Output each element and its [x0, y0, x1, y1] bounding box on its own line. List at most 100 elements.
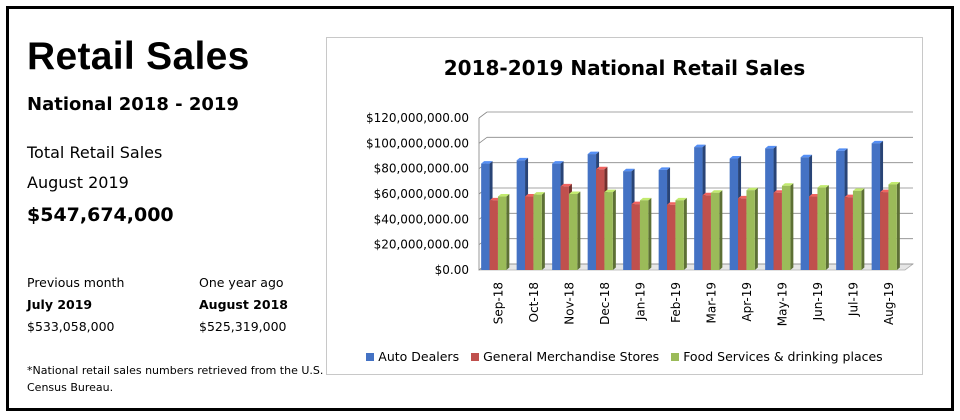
previous-month-value: $533,058,000	[27, 319, 115, 334]
legend-swatch	[471, 352, 480, 361]
bar-top	[765, 145, 777, 149]
bar-top	[560, 183, 572, 187]
bar-auto-dealers-may-19	[765, 148, 774, 270]
year-ago-label: One year ago	[199, 275, 284, 290]
y-tick-label: $20,000,000.00	[374, 238, 469, 252]
bar-top	[694, 144, 706, 148]
legend-label: Food Services & drinking places	[683, 349, 883, 364]
legend-item: Food Services & drinking places	[671, 349, 883, 364]
bar-auto-dealers-jun-19	[800, 157, 810, 270]
total-sales-value: $547,674,000	[27, 204, 174, 226]
x-tick-label: Oct-18	[527, 282, 541, 322]
bar-auto-dealers-aug-19	[871, 143, 881, 270]
bar-chart: $0.00 $20,000,000.00 $40,000,000.00 $60,000…	[366, 111, 915, 326]
bar-top	[871, 140, 884, 144]
legend-item: General Merchandise Stores	[471, 349, 659, 364]
bar-top	[497, 194, 510, 197]
x-tick-label: Jul-19	[846, 282, 860, 317]
bar-top	[639, 197, 652, 201]
bar-side	[577, 191, 581, 270]
bar-food-services-drinking-places-jan-19	[639, 200, 649, 270]
x-tick-label: Jun-19	[811, 282, 825, 321]
bar-general-merchandise-stores-aug-19	[880, 192, 889, 270]
bar-top	[596, 166, 608, 170]
x-tick-label: Aug-19	[882, 282, 896, 325]
bar-top	[623, 168, 635, 172]
x-tick-label: Jan-19	[633, 282, 647, 321]
bar-general-merchandise-stores-nov-18	[560, 186, 569, 270]
bar-auto-dealers-dec-18	[587, 154, 597, 270]
bar-side	[541, 192, 545, 270]
bar-auto-dealers-sep-18	[481, 163, 490, 270]
gridline-diagonal	[478, 137, 488, 144]
y-tick-label: $60,000,000.00	[374, 187, 469, 201]
bar-auto-dealers-apr-19	[729, 158, 739, 270]
bar-general-merchandise-stores-jan-19	[631, 204, 640, 270]
total-sales-label: Total Retail Sales	[27, 143, 163, 162]
year-ago-block: One year ago August 2018 $525,319,000	[199, 272, 288, 338]
bar-food-services-drinking-places-aug-19	[888, 184, 897, 270]
y-tick-label: $80,000,000.00	[374, 162, 469, 176]
chart-container: 2018-2019 National Retail Sales $0.00 $20…	[326, 37, 923, 375]
page-title: Retail Sales	[27, 35, 250, 78]
bars-layer	[481, 140, 900, 270]
bar-general-merchandise-stores-apr-19	[738, 198, 747, 270]
gridline-diagonal	[478, 111, 488, 119]
previous-month-block: Previous month July 2019 $533,058,000	[27, 272, 124, 338]
bar-top	[852, 188, 865, 191]
bar-top	[675, 197, 687, 201]
legend-swatch	[366, 352, 375, 361]
bar-top	[533, 192, 545, 195]
y-tick-label: $40,000,000.00	[374, 212, 469, 226]
bar-food-services-drinking-places-apr-19	[746, 190, 755, 270]
bar-top	[817, 185, 829, 188]
x-tick-label: Sep-18	[491, 282, 505, 324]
bar-auto-dealers-nov-18	[552, 163, 561, 270]
bar-side	[683, 197, 687, 270]
x-tick-label: Apr-19	[740, 282, 754, 322]
x-tick-label: Mar-19	[704, 282, 718, 323]
bar-top	[552, 161, 564, 164]
previous-month-period: July 2019	[27, 297, 93, 312]
bar-auto-dealers-mar-19	[694, 147, 703, 270]
y-tick-label: $120,000,000.00	[366, 111, 469, 125]
bar-side	[825, 185, 829, 270]
bar-food-services-drinking-places-jul-19	[852, 190, 862, 270]
bar-food-services-drinking-places-sep-18	[497, 196, 507, 270]
bar-food-services-drinking-places-may-19	[781, 185, 791, 270]
page-subtitle: National 2018 - 2019	[27, 94, 239, 115]
bar-top	[781, 183, 794, 186]
chart-title: 2018-2019 National Retail Sales	[443, 56, 806, 80]
bar-food-services-drinking-places-mar-19	[710, 192, 720, 270]
bar-general-merchandise-stores-dec-18	[596, 169, 605, 270]
bar-top	[481, 161, 493, 164]
bar-side	[754, 187, 758, 270]
y-tick-label: $100,000,000.00	[366, 136, 469, 150]
bar-auto-dealers-jan-19	[623, 171, 632, 270]
bar-general-merchandise-stores-mar-19	[702, 195, 711, 270]
bar-food-services-drinking-places-feb-19	[675, 200, 684, 270]
legend-label: Auto Dealers	[378, 349, 460, 364]
summary-panel: Retail Sales National 2018 - 2019 Total …	[27, 9, 327, 408]
bar-food-services-drinking-places-jun-19	[817, 187, 826, 270]
bar-top	[746, 187, 758, 191]
bar-side	[506, 194, 510, 270]
bar-food-services-drinking-places-nov-18	[568, 194, 578, 270]
bar-general-merchandise-stores-sep-18	[489, 200, 498, 270]
bar-top	[710, 190, 723, 193]
bar-auto-dealers-jul-19	[836, 150, 845, 270]
previous-month-label: Previous month	[27, 275, 125, 290]
legend-label: General Merchandise Stores	[483, 349, 660, 364]
x-tick-label: Dec-18	[598, 282, 612, 325]
dashboard-frame: Retail Sales National 2018 - 2019 Total …	[6, 6, 954, 411]
bar-general-merchandise-stores-jul-19	[844, 197, 853, 270]
bar-food-services-drinking-places-oct-18	[533, 194, 542, 270]
x-tick-label: Feb-19	[669, 282, 683, 323]
bar-top	[836, 148, 848, 151]
axis-layer: $0.00 $20,000,000.00 $40,000,000.00 $60,000…	[366, 111, 896, 326]
x-tick-label: Nov-18	[562, 282, 576, 325]
bar-top	[888, 182, 900, 185]
bar-top	[729, 156, 742, 159]
bar-top	[658, 167, 671, 170]
bar-top	[604, 189, 616, 193]
